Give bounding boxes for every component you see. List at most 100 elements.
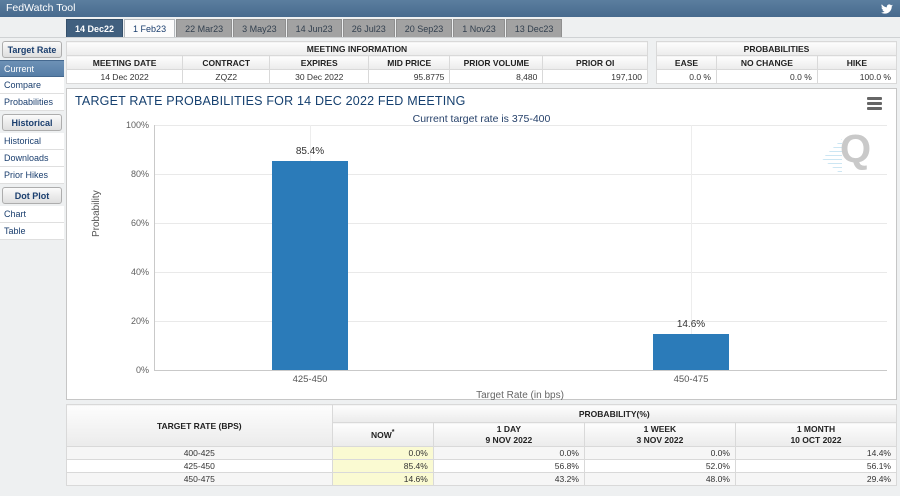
week-cell: 0.0% [583,446,736,461]
tab-1feb23[interactable]: 1 Feb23 [124,19,176,37]
table-row: 450-475 14.6% 43.2% 48.0% 29.4% [66,472,898,487]
prior-oi-value: 197,100 [542,69,648,84]
col-1-month: 1 MONTH 10 OCT 2022 [734,421,898,448]
gridline-80 [154,174,887,175]
probabilities-title: PROBABILITIES [656,41,897,56]
sidebar-item-compare[interactable]: Compare [0,77,64,94]
bar-425-450 [272,160,348,370]
target-rate-cell: 400-425 [66,446,333,461]
col-target-rate-bps: TARGET RATE (BPS) [66,403,333,448]
col-prior-oi: PRIOR OI [542,55,648,70]
probabilities-table: PROBABILITIES EASE NO CHANGE HIKE 0.0 % … [656,41,898,84]
ytick-100: 100% [125,120,149,130]
info-tables-row: MEETING INFORMATION MEETING DATE CONTRAC… [65,41,898,84]
sidebar-header-historical[interactable]: Historical [2,114,62,131]
tab-20sep23[interactable]: 20 Sep23 [395,19,453,37]
sidebar-header-dot-plot[interactable]: Dot Plot [2,187,62,204]
ease-value: 0.0 % [656,69,717,84]
sidebar-item-probabilities[interactable]: Probabilities [0,94,64,111]
watermark-hatch [822,139,842,175]
hike-value: 100.0 % [816,69,898,84]
now-cell: 0.0% [331,446,434,461]
meeting-information-table: MEETING INFORMATION MEETING DATE CONTRAC… [65,41,648,84]
col-hike: HIKE [816,55,898,70]
bar-450-475-value-label: 14.6% [676,319,706,331]
tab-14jun23[interactable]: 14 Jun23 [286,19,342,37]
bar-450-475 [653,334,729,370]
col-mid-price: MID PRICE [368,55,451,70]
col-now: NOW* [331,421,434,448]
col-prior-volume: PRIOR VOLUME [449,55,544,70]
week-cell: 52.0% [583,459,736,474]
gridline-cat2 [691,125,692,370]
col-no-change: NO CHANGE [716,55,818,70]
x-axis-line [154,370,887,371]
no-change-value: 0.0 % [716,69,818,84]
sidebar-item-chart[interactable]: Chart [0,206,64,223]
sidebar-item-table[interactable]: Table [0,223,64,240]
month-cell: 56.1% [734,459,898,474]
y-axis-title: Probability [91,190,102,237]
app-title-bar: FedWatch Tool [0,0,900,17]
app-title: FedWatch Tool [6,2,76,14]
now-cell: 85.4% [331,459,434,474]
ytick-40: 40% [130,267,149,277]
sidebar-item-current[interactable]: Current [0,60,64,77]
chart-title: TARGET RATE PROBABILITIES FOR 14 DEC 202… [75,94,466,108]
category-label-450-475: 450-475 [673,374,709,385]
sidebar-header-target-rate[interactable]: Target Rate [2,41,62,58]
sidebar-item-downloads[interactable]: Downloads [0,150,64,167]
target-rate-cell: 425-450 [66,459,333,474]
day-cell: 0.0% [432,446,585,461]
table-row: 400-425 0.0% 0.0% 0.0% 14.4% [66,446,898,461]
gridline-40 [154,272,887,273]
chart-menu-icon[interactable] [867,97,882,112]
col-1-day: 1 DAY 9 NOV 2022 [432,421,585,448]
contract-value: ZQZ2 [182,69,271,84]
main-content: MEETING INFORMATION MEETING DATE CONTRAC… [65,38,898,487]
expires-value: 30 Dec 2022 [269,69,370,84]
ytick-0: 0% [135,365,149,375]
tab-22mar23[interactable]: 22 Mar23 [176,19,233,37]
col-meeting-date: MEETING DATE [65,55,184,70]
now-cell: 14.6% [331,472,434,487]
bar-425-450-value-label: 85.4% [295,145,325,157]
tab-3may23[interactable]: 3 May23 [233,19,286,37]
mid-price-value: 95.8775 [368,69,451,84]
tab-13dec23[interactable]: 13 Dec23 [505,19,563,37]
category-label-425-450: 425-450 [292,374,328,385]
ytick-60: 60% [130,218,149,228]
col-expires: EXPIRES [269,55,370,70]
sidebar-item-prior-hikes[interactable]: Prior Hikes [0,167,64,184]
col-contract: CONTRACT [182,55,271,70]
col-1-week: 1 WEEK 3 NOV 2022 [583,421,736,448]
sidebar-item-historical[interactable]: Historical [0,133,64,150]
y-axis-line [154,125,155,370]
month-cell: 29.4% [734,472,898,487]
twitter-icon[interactable] [880,2,893,15]
x-axis-title: Target Rate (in bps) [476,390,564,401]
gridline-100 [154,125,887,126]
sidebar: Target Rate Current Compare Probabilitie… [0,38,64,240]
gridline-60 [154,223,887,224]
plot-area: 85.4% 14.6% [154,125,887,371]
day-cell: 43.2% [432,472,585,487]
chart-subtitle: Current target rate is 375-400 [412,113,551,125]
prior-volume-value: 8,480 [449,69,544,84]
meeting-date-tabs: 14 Dec22 1 Feb23 22 Mar23 3 May23 14 Jun23 26… [0,17,900,38]
meeting-date-value: 14 Dec 2022 [65,69,184,84]
quikstrike-watermark: Q [822,127,874,179]
day-cell: 56.8% [432,459,585,474]
tab-26jul23[interactable]: 26 Jul23 [342,19,395,37]
probability-chart: TARGET RATE PROBABILITIES FOR 14 DEC 202… [66,88,897,401]
month-cell: 14.4% [734,446,898,461]
probability-history-table: TARGET RATE (BPS) PROBABILITY(%) NOW* 1 … [66,403,898,487]
probability-group-header: PROBABILITY(%) [331,404,898,423]
table-row: 425-450 85.4% 56.8% 52.0% 56.1% [66,459,898,474]
tab-14dec22[interactable]: 14 Dec22 [66,19,124,37]
tab-1nov23[interactable]: 1 Nov23 [453,19,505,37]
ytick-20: 20% [130,316,149,326]
meeting-info-title: MEETING INFORMATION [66,41,648,56]
week-cell: 48.0% [583,472,736,487]
